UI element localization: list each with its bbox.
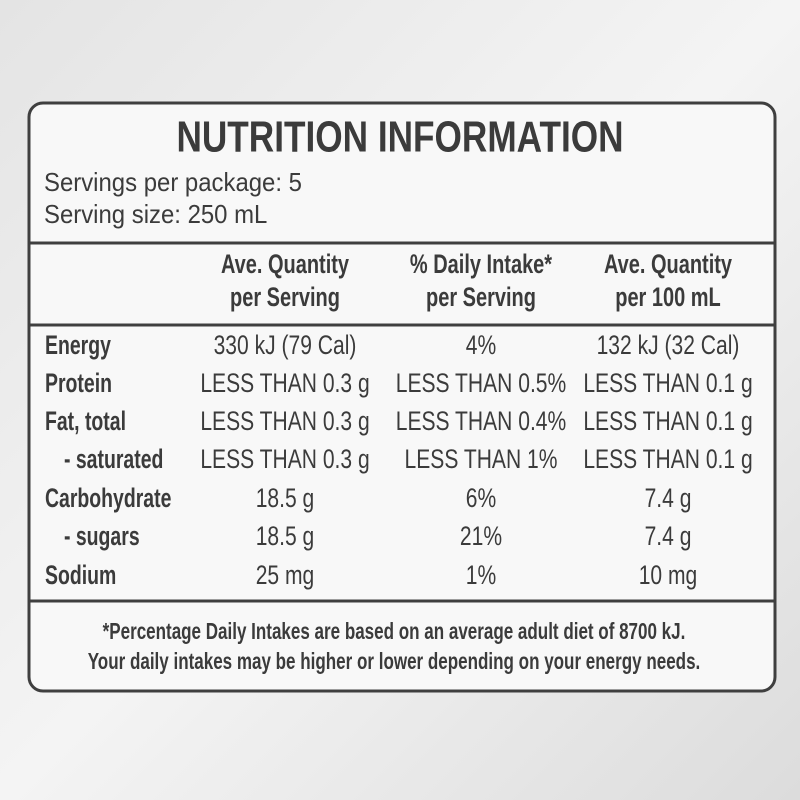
column-header: Ave. Quantity [604,249,732,279]
cell-value: LESS THAN 0.1 g [583,368,752,398]
cell-value: 10 mg [639,560,698,590]
cell-value: LESS THAN 0.3 g [200,368,369,398]
cell-value: 21% [460,521,502,551]
column-header: per Serving [230,282,340,312]
row-label: Energy [45,330,111,360]
cell-value: 18.5 g [256,521,315,551]
row-label: Carbohydrate [45,483,171,513]
cell-value: 132 kJ (32 Cal) [597,330,740,360]
column-header: Ave. Quantity [221,249,349,279]
column-header: per 100 mL [615,282,721,312]
cell-value: LESS THAN 0.3 g [200,444,369,474]
row-label: Sodium [45,560,116,590]
column-header: % Daily Intake* [410,249,553,279]
cell-value: 25 mg [256,560,315,590]
row-label: Fat, total [45,406,126,436]
title: NUTRITION INFORMATION [176,113,623,162]
cell-value: LESS THAN 0.1 g [583,406,752,436]
row-label: - sugars [64,521,140,551]
servings-line: Serving size: 250 mL [44,199,267,229]
column-header: per Serving [426,282,536,312]
cell-value: LESS THAN 0.4% [396,406,567,436]
row-label: - saturated [64,444,163,474]
cell-value: LESS THAN 1% [405,444,558,474]
footnote: *Percentage Daily Intakes are based on a… [103,618,686,644]
cell-value: 330 kJ (79 Cal) [214,330,357,360]
footnote: Your daily intakes may be higher or lowe… [88,648,701,674]
cell-value: 18.5 g [256,483,315,513]
cell-value: 7.4 g [645,483,692,513]
cell-value: 4% [466,330,496,360]
cell-value: LESS THAN 0.3 g [200,406,369,436]
servings-line: Servings per package: 5 [44,167,302,197]
cell-value: 7.4 g [645,521,692,551]
cell-value: LESS THAN 0.1 g [583,444,752,474]
cell-value: 6% [466,483,496,513]
cell-value: 1% [466,560,496,590]
cell-value: LESS THAN 0.5% [396,368,567,398]
row-label: Protein [45,368,112,398]
panel [27,101,777,693]
